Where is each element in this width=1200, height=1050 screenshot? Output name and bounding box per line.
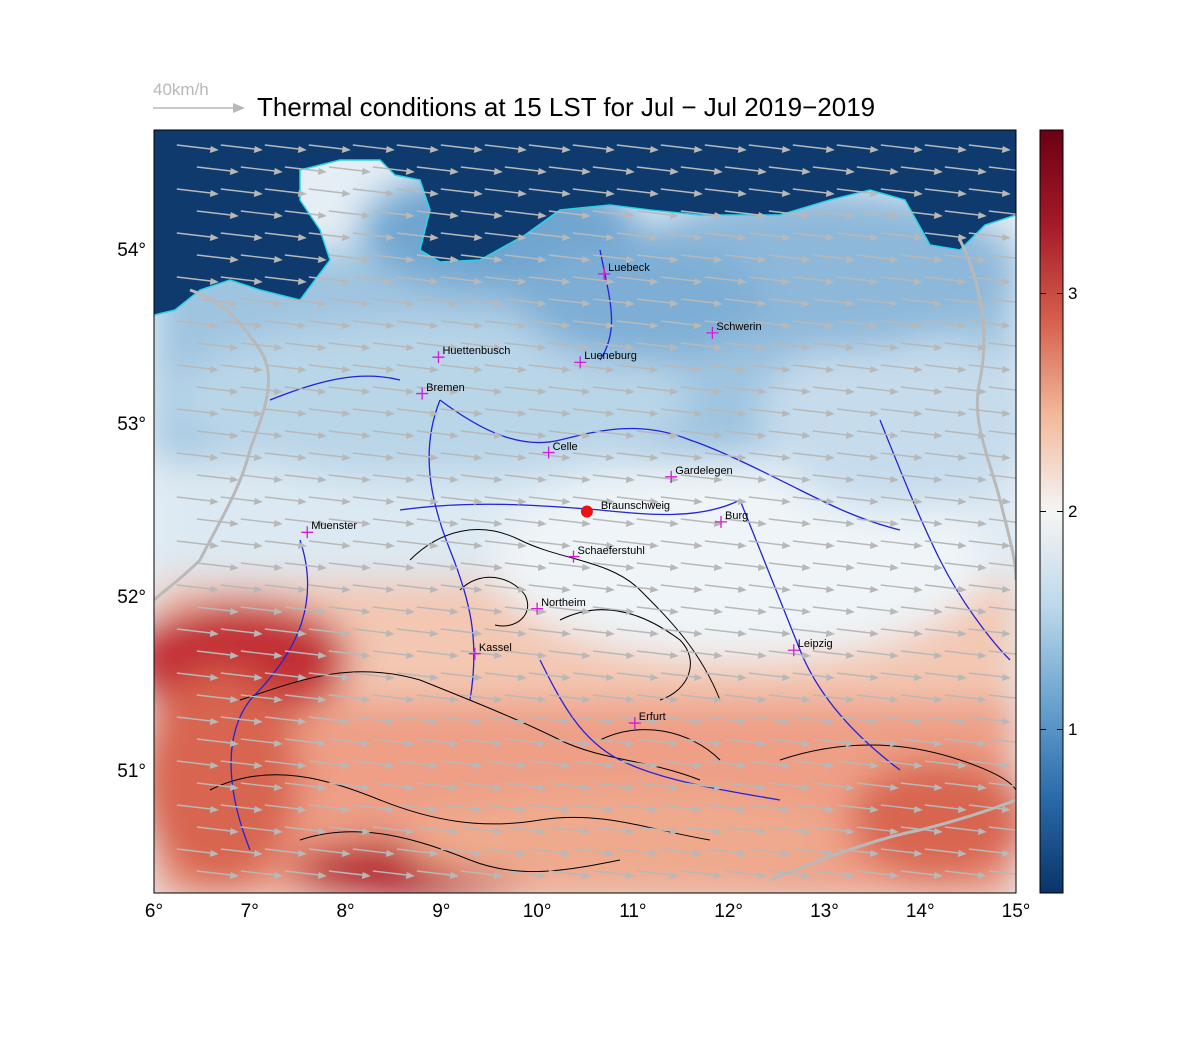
colorbar-tick-label: 3 bbox=[1068, 283, 1078, 303]
lon-tick-label: 15° bbox=[1001, 901, 1031, 922]
city-label: Burg bbox=[725, 509, 749, 522]
city-marker bbox=[468, 647, 481, 660]
colorbar-tick-label: 2 bbox=[1068, 501, 1078, 521]
wind-legend-label: 40km/h bbox=[153, 80, 209, 99]
city-label: Braunschweig bbox=[600, 499, 670, 512]
lon-tick-label: 13° bbox=[810, 901, 839, 922]
lon-tick-label: 9° bbox=[432, 901, 451, 922]
wind-vectors bbox=[176, 144, 1016, 879]
city-marker bbox=[628, 717, 641, 730]
lat-tick-label: 53° bbox=[117, 413, 146, 435]
city-marker bbox=[531, 602, 544, 615]
city-label: Kassel bbox=[478, 641, 512, 654]
city-markers bbox=[301, 267, 800, 730]
city-label: Muenster bbox=[311, 520, 358, 533]
city-marker bbox=[574, 356, 587, 369]
map-frame bbox=[153, 129, 1017, 894]
colorbar-tick-label: 1 bbox=[1068, 719, 1078, 739]
city-label: Erfurt bbox=[638, 711, 666, 724]
colorbar-ticks bbox=[1040, 293, 1063, 730]
map-field bbox=[154, 130, 1016, 893]
terrain-contours bbox=[209, 529, 1016, 872]
city-label: Leipzig bbox=[797, 638, 833, 651]
lat-tick-label: 51° bbox=[117, 760, 146, 782]
city-label: Bremen bbox=[426, 381, 465, 394]
city-label: Gardelegen bbox=[675, 464, 733, 477]
city-marker bbox=[787, 644, 800, 657]
city-marker bbox=[416, 387, 429, 400]
city-marker bbox=[715, 515, 728, 528]
city-marker bbox=[301, 526, 314, 539]
lon-tick-label: 10° bbox=[522, 901, 552, 922]
lon-tick-label: 7° bbox=[240, 901, 259, 922]
wind-legend-arrow bbox=[153, 103, 245, 113]
city-label: Lueneburg bbox=[584, 350, 637, 363]
city-label: Luebeck bbox=[608, 261, 650, 274]
lon-tick-label: 6° bbox=[144, 901, 164, 922]
city-marker bbox=[432, 351, 445, 364]
city-label: Schaeferstuhl bbox=[577, 544, 645, 557]
lon-tick-label: 12° bbox=[714, 901, 744, 922]
borders bbox=[154, 239, 1016, 882]
city-marker bbox=[706, 326, 719, 339]
city-marker-highlight bbox=[580, 505, 593, 518]
lon-tick-label: 11° bbox=[619, 901, 647, 922]
sea-area bbox=[154, 130, 1016, 315]
city-label: Northeim bbox=[541, 596, 586, 609]
city-marker bbox=[665, 470, 678, 483]
city-marker bbox=[542, 446, 555, 459]
lat-tick-label: 54° bbox=[117, 240, 146, 262]
city-label: Celle bbox=[552, 440, 578, 453]
lon-tick-label: 14° bbox=[905, 901, 935, 922]
city-marker bbox=[567, 550, 580, 563]
lon-tick-label: 8° bbox=[336, 901, 355, 922]
map-title: Thermal conditions at 15 LST for Jul − J… bbox=[257, 92, 876, 122]
city-label: Schwerin bbox=[716, 320, 762, 333]
city-marker bbox=[598, 267, 611, 280]
city-label: Huettenbusch bbox=[442, 345, 511, 358]
lat-tick-label: 52° bbox=[117, 587, 146, 609]
